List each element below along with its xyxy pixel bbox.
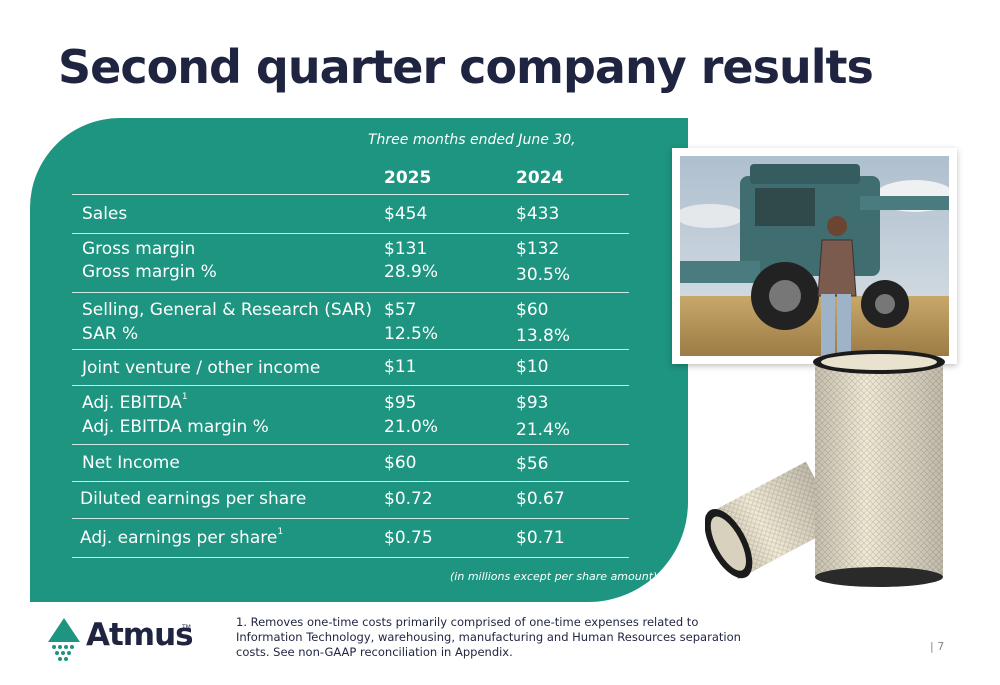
row-label-sales: Sales [82, 204, 128, 224]
cell-gross-margin-pct-2024: 30.5% [516, 265, 571, 285]
cell-gross-margin-2024: $132 [516, 239, 560, 259]
table-divider [72, 385, 629, 386]
cell-joint-venture-2024: $10 [516, 357, 549, 377]
cell-sar-pct-2024: 13.8% [516, 326, 571, 346]
row-label-sar-pct: SAR % [82, 324, 139, 344]
row-label-gross-margin: Gross margin [82, 239, 196, 259]
cell-gross-margin-2025: $131 [384, 239, 428, 259]
cell-sales-2025: $454 [384, 204, 428, 224]
cell-diluted-eps-2025: $0.72 [384, 489, 433, 509]
cell-sales-2024: $433 [516, 204, 560, 224]
table-divider [72, 292, 629, 293]
air-filters-image [705, 350, 945, 587]
table-divider [72, 481, 629, 482]
units-note: (in millions except per share amount) [450, 570, 658, 583]
footnote: 1. Removes one-time costs primarily comp… [236, 615, 741, 659]
cell-adj-eps-2025: $0.75 [384, 528, 433, 548]
harvester-farmer-image [680, 156, 949, 356]
harvester-photo [672, 148, 957, 364]
cell-adj-ebitda-2024: $93 [516, 393, 549, 413]
cell-diluted-eps-2024: $0.67 [516, 489, 565, 509]
row-label-sar: Selling, General & Research (SAR) [82, 300, 373, 320]
row-label-adj-ebitda-margin: Adj. EBITDA margin % [82, 417, 269, 437]
table-divider [72, 194, 629, 195]
cell-sar-2025: $57 [384, 300, 417, 320]
logo-trademark: TM [182, 624, 191, 631]
cell-adj-ebitda-2025: $95 [384, 393, 417, 413]
cell-adj-ebitda-margin-2024: 21.4% [516, 420, 571, 440]
cell-adj-ebitda-margin-2025: 21.0% [384, 417, 439, 437]
table-divider [72, 349, 629, 350]
row-label-gross-margin-pct: Gross margin % [82, 262, 217, 282]
page-title: Second quarter company results [58, 40, 874, 94]
cell-gross-margin-pct-2025: 28.9% [384, 262, 439, 282]
cell-sar-2024: $60 [516, 300, 549, 320]
table-divider [72, 444, 629, 445]
table-divider [72, 557, 629, 558]
results-panel [30, 118, 688, 602]
cell-adj-eps-2024: $0.71 [516, 528, 565, 548]
column-header-2024: 2024 [516, 168, 564, 188]
cell-sar-pct-2025: 12.5% [384, 324, 439, 344]
atmus-logo [48, 618, 80, 661]
page-number: | 7 [930, 640, 945, 653]
footnote-marker: 1 [181, 392, 188, 402]
cell-net-income-2025: $60 [384, 453, 417, 473]
table-divider [72, 233, 629, 234]
footnote-marker: 1 [277, 527, 284, 537]
row-label-adj-eps: Adj. earnings per share1 [80, 527, 284, 548]
logo-wordmark: Atmus [86, 617, 194, 653]
row-label-adj-ebitda: Adj. EBITDA1 [82, 392, 188, 413]
period-label: Three months ended June 30, [368, 132, 576, 148]
row-label-diluted-eps: Diluted earnings per share [80, 489, 307, 509]
cell-joint-venture-2025: $11 [384, 357, 417, 377]
cell-net-income-2024: $56 [516, 454, 549, 474]
logo-drop-icon [48, 618, 80, 642]
row-label-net-income: Net Income [82, 453, 180, 473]
table-divider [72, 518, 629, 519]
column-header-2025: 2025 [384, 168, 432, 188]
row-label-joint-venture: Joint venture / other income [82, 358, 321, 378]
